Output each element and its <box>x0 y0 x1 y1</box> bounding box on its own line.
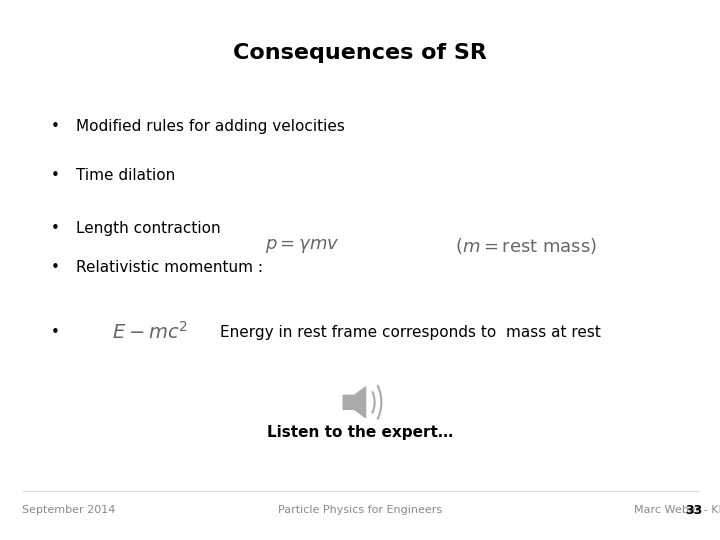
Text: •: • <box>50 260 59 275</box>
Text: •: • <box>50 168 59 183</box>
Text: Listen to the expert…: Listen to the expert… <box>267 424 453 440</box>
Text: $E - mc^2$: $E - mc^2$ <box>112 321 188 343</box>
Text: $p = \gamma mv$: $p = \gamma mv$ <box>265 237 340 255</box>
Text: Consequences of SR: Consequences of SR <box>233 43 487 63</box>
Text: •: • <box>50 119 59 134</box>
Text: Particle Physics for Engineers: Particle Physics for Engineers <box>278 505 442 515</box>
Text: •: • <box>50 221 59 237</box>
Text: •: • <box>50 325 59 340</box>
Text: Energy in rest frame corresponds to  mass at rest: Energy in rest frame corresponds to mass… <box>220 325 600 340</box>
Text: September 2014: September 2014 <box>22 505 115 515</box>
Text: Marc Weber - KIT: Marc Weber - KIT <box>634 505 720 515</box>
Text: Relativistic momentum :: Relativistic momentum : <box>76 260 263 275</box>
Text: $(m = \mathrm{rest\ mass})$: $(m = \mathrm{rest\ mass})$ <box>454 235 597 256</box>
Text: Modified rules for adding velocities: Modified rules for adding velocities <box>76 119 344 134</box>
Text: Time dilation: Time dilation <box>76 168 175 183</box>
Polygon shape <box>343 387 366 418</box>
Text: Length contraction: Length contraction <box>76 221 220 237</box>
Text: 33: 33 <box>685 504 702 517</box>
